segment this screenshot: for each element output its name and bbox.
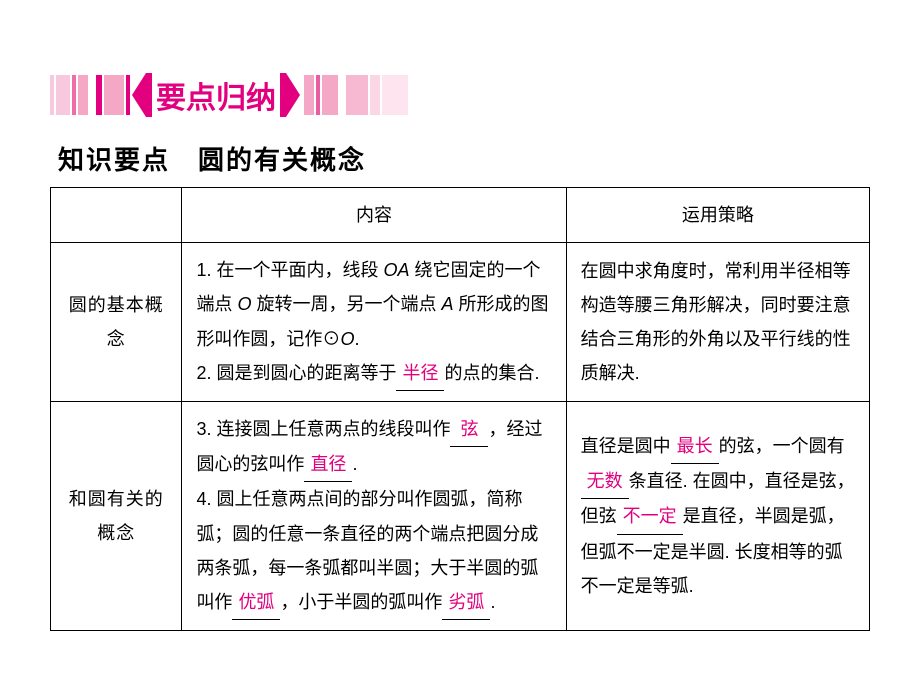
banner-stripes-right xyxy=(304,75,410,115)
blank-major-arc: 优弧 xyxy=(232,585,280,620)
row2-head: 和圆有关的概念 xyxy=(51,401,182,630)
blank-not-necessarily: 不一定 xyxy=(617,499,683,534)
section-title: 知识要点 圆的有关概念 xyxy=(58,140,870,177)
row1-strategy: 在圆中求角度时，常利用半径相等构造等腰三角形解决，同时要注意结合三角形的外角以及… xyxy=(566,243,869,402)
blank-countless: 无数 xyxy=(581,464,629,499)
row2-strategy: 直径是圆中最长的弦，一个圆有无数条直径. 在圆中，直径是弦，但弦不一定是直径，半… xyxy=(566,401,869,630)
table-header-row: 内容 运用策略 xyxy=(51,188,870,243)
banner-stripes-left xyxy=(50,75,132,115)
header-strategy: 运用策略 xyxy=(566,188,869,243)
blank-minor-arc: 劣弧 xyxy=(442,585,490,620)
content-table: 内容 运用策略 圆的基本概念 1. 在一个平面内，线段 OA 绕它固定的一个端点… xyxy=(50,187,870,631)
header-empty xyxy=(51,188,182,243)
blank-radius: 半径 xyxy=(396,356,444,391)
banner-title-shape: 要点归纳 xyxy=(132,73,300,117)
table-row: 和圆有关的概念 3. 连接圆上任意两点的线段叫作弦，经过圆心的弦叫作直径. 4.… xyxy=(51,401,870,630)
row1-content: 1. 在一个平面内，线段 OA 绕它固定的一个端点 O 旋转一周，另一个端点 A… xyxy=(182,243,566,402)
blank-longest: 最长 xyxy=(671,429,719,464)
row2-content: 3. 连接圆上任意两点的线段叫作弦，经过圆心的弦叫作直径. 4. 圆上任意两点间… xyxy=(182,401,566,630)
banner-title: 要点归纳 xyxy=(152,73,280,117)
table-row: 圆的基本概念 1. 在一个平面内，线段 OA 绕它固定的一个端点 O 旋转一周，… xyxy=(51,243,870,402)
blank-chord: 弦 xyxy=(450,412,488,447)
banner: 要点归纳 xyxy=(50,70,870,120)
row1-head: 圆的基本概念 xyxy=(51,243,182,402)
header-content: 内容 xyxy=(182,188,566,243)
blank-diameter: 直径 xyxy=(304,447,352,482)
